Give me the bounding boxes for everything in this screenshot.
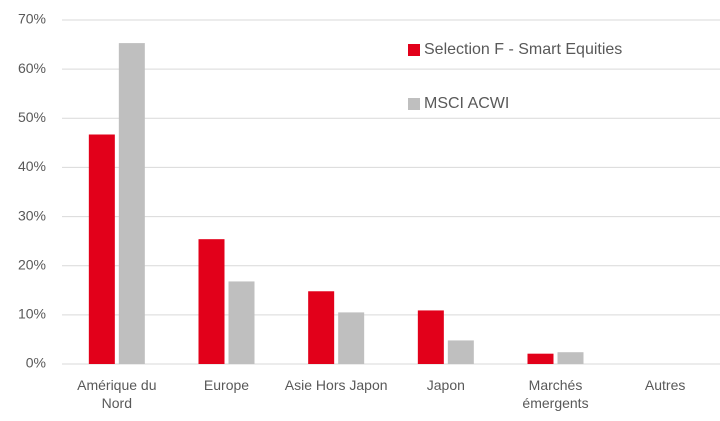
bar (447, 340, 474, 364)
x-tick-label: Autres (644, 377, 686, 393)
bar (228, 281, 255, 364)
y-tick-label: 50% (18, 109, 46, 125)
bar (527, 353, 554, 364)
legend-label: Selection F - Smart Equities (424, 41, 622, 58)
y-tick-label: 30% (18, 207, 46, 223)
x-tick-label: Amérique du Nord (77, 377, 157, 411)
y-tick-label: 20% (18, 256, 46, 272)
x-tick-label: Marchés émergents (522, 377, 589, 411)
bar (417, 310, 444, 364)
y-tick-label: 10% (18, 306, 46, 322)
y-tick-label: 40% (18, 158, 46, 174)
legend-swatch (408, 44, 420, 56)
y-tick-label: 0% (26, 355, 46, 371)
bar (557, 352, 584, 364)
y-tick-label: 70% (18, 11, 46, 27)
x-tick-label: Europe (203, 377, 250, 393)
legend-swatch (408, 98, 420, 110)
x-tick-label: Japon (426, 377, 465, 393)
x-tick-label: Asie Hors Japon (284, 377, 388, 393)
bar (118, 43, 145, 365)
legend-label: MSCI ACWI (424, 95, 509, 112)
y-tick-label: 60% (18, 60, 46, 76)
bar (338, 312, 365, 364)
bar (198, 239, 225, 364)
bar (308, 291, 335, 364)
bar (88, 134, 115, 364)
